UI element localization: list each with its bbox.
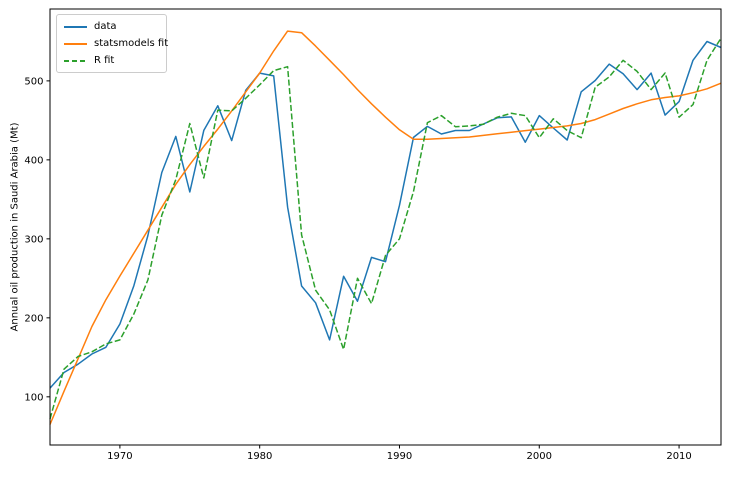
line-sample-r-fit (64, 59, 87, 62)
legend-label-data: data (94, 21, 117, 32)
y-tick-label: 300 (24, 234, 43, 245)
x-tick-label: 1990 (387, 451, 412, 462)
legend: data statsmodels fit R fit (56, 14, 168, 73)
y-tick-label: 100 (24, 392, 43, 403)
legend-label-statsmodels-fit: statsmodels fit (94, 38, 169, 49)
series-line-statsmodels-fit (49, 30, 722, 425)
x-tick-label: 1970 (107, 451, 132, 462)
line-sample-statsmodels-fit (64, 42, 87, 45)
y-tick-label: 200 (24, 313, 43, 324)
legend-item-statsmodels-fit: statsmodels fit (64, 37, 168, 50)
y-tick-label: 500 (24, 76, 43, 87)
x-tick-label: 1980 (247, 451, 272, 462)
x-tick-label: 2000 (527, 451, 552, 462)
y-axis-label: Annual oil production in Saudi Arabia (M… (9, 122, 21, 332)
x-tick-label: 2010 (666, 451, 691, 462)
y-tick-label: 400 (24, 155, 43, 166)
plot-frame (49, 8, 722, 446)
legend-item-r-fit: R fit (64, 54, 159, 67)
line-sample-data (64, 25, 87, 28)
series-line-data (49, 40, 722, 389)
series-line-R-fit (49, 37, 722, 420)
legend-item-data: data (64, 20, 159, 33)
legend-label-r-fit: R fit (94, 55, 115, 66)
